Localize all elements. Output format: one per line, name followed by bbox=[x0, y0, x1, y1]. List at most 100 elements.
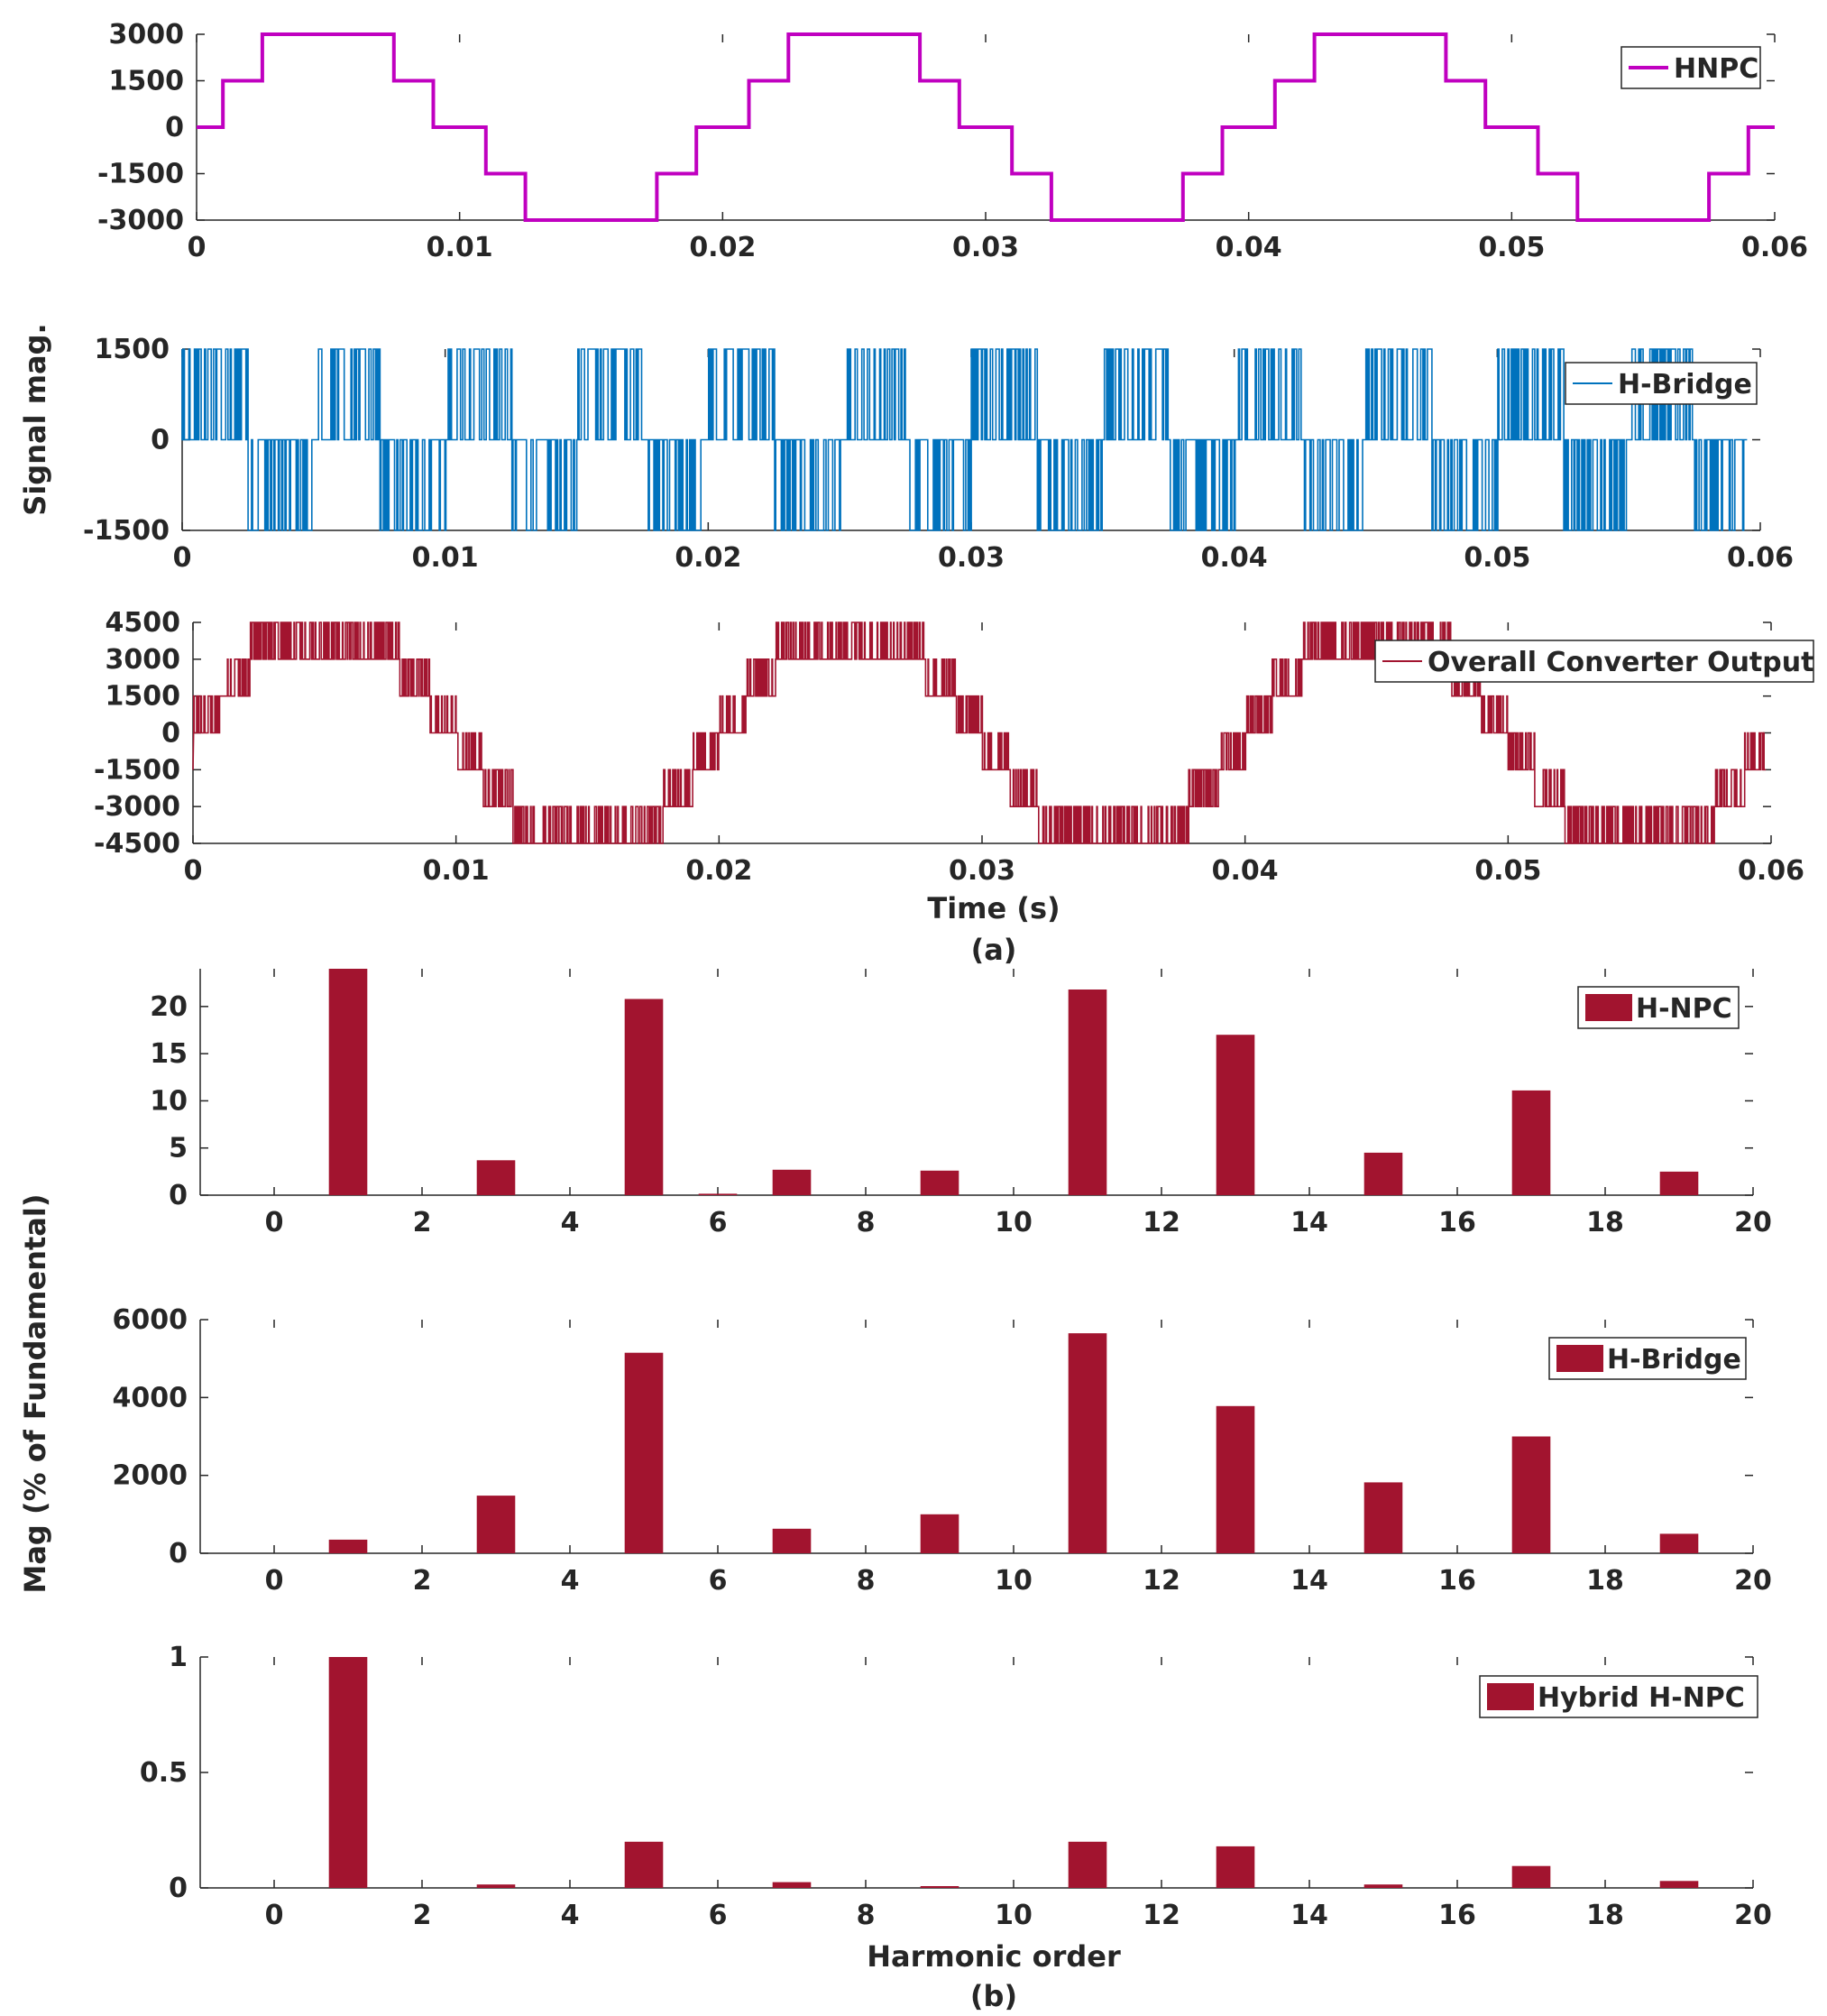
spec_hnpc-x-tick-label: 4 bbox=[561, 1207, 580, 1238]
spec_hbridge-y-tick-label: 6000 bbox=[113, 1304, 188, 1336]
hnpc-x-tick-label: 0.05 bbox=[1478, 232, 1545, 263]
spec_hybrid-x-tick-label: 16 bbox=[1438, 1900, 1476, 1931]
overall-y-tick-label: -4500 bbox=[94, 828, 180, 860]
spec_hnpc-x-tick-label: 14 bbox=[1290, 1207, 1328, 1238]
spec_hbridge-bar-17 bbox=[1511, 1436, 1551, 1553]
hbridge-x-tick-label: 0.01 bbox=[412, 542, 479, 574]
hbridge-x-tick-label: 0.04 bbox=[1201, 542, 1268, 574]
overall-x-tick-label: 0.01 bbox=[423, 855, 490, 887]
spec_hbridge-bar-19 bbox=[1659, 1533, 1699, 1553]
hnpc-x-tick-label: 0.02 bbox=[689, 232, 756, 263]
spec_hbridge-bar-1 bbox=[328, 1539, 368, 1553]
xlabel-harmonic-order: Harmonic order bbox=[867, 1939, 1121, 1974]
hbridge-y-tick-label: 0 bbox=[151, 425, 170, 456]
overall-legend-box bbox=[1374, 640, 1814, 683]
spec_hbridge-legend-swatch bbox=[1556, 1345, 1603, 1372]
overall-x-tick-label: 0.02 bbox=[685, 855, 752, 887]
spec_hnpc-bar-17 bbox=[1511, 1090, 1551, 1195]
spec_hybrid-x-tick-label: 18 bbox=[1586, 1900, 1624, 1931]
spec_hybrid-y-tick-label: 0 bbox=[169, 1873, 188, 1904]
spec_hnpc-bar-15 bbox=[1363, 1152, 1403, 1195]
hnpc-legend-label: HNPC bbox=[1674, 53, 1758, 85]
spec_hybrid-bar-19 bbox=[1659, 1881, 1699, 1888]
overall-y-tick-label: 4500 bbox=[106, 607, 181, 639]
spec_hnpc-x-tick-label: 2 bbox=[413, 1207, 432, 1238]
spec_hnpc-y-tick-label: 15 bbox=[150, 1038, 188, 1070]
hnpc-y-tick-label: 0 bbox=[165, 112, 184, 143]
hbridge-x-tick-label: 0.03 bbox=[938, 542, 1005, 574]
plots: 0 0.01 0.02 0.03 0.04 0.05 0.06300015000-1500-… bbox=[83, 19, 1814, 1931]
overall-x-tick-label: 0.04 bbox=[1212, 855, 1279, 887]
overall-panel: 0 0.01 0.02 0.03 0.04 0.05 0.06 4500 3000 1500 0 -1… bbox=[94, 607, 1814, 887]
xlabel-time: Time (s) bbox=[927, 891, 1060, 925]
spec_hybrid-x-tick-label: 14 bbox=[1290, 1900, 1328, 1931]
overall-y-tick-label: 0 bbox=[161, 718, 180, 750]
hbridge-legend-label: H-Bridge bbox=[1618, 369, 1752, 400]
spec_hnpc-bar-19 bbox=[1659, 1171, 1699, 1195]
caption-a: (a) bbox=[971, 933, 1017, 967]
overall-series-line bbox=[192, 621, 1767, 844]
hbridge-series-line bbox=[181, 348, 1748, 531]
spec_hybrid-legend-swatch bbox=[1487, 1683, 1534, 1710]
spec_hnpc-bar-3 bbox=[476, 1160, 516, 1195]
spec_hybrid-x-tick-label: 8 bbox=[857, 1900, 876, 1931]
spec_hbridge-bar-13 bbox=[1216, 1405, 1255, 1553]
spec_hnpc-y-tick-label: 0 bbox=[169, 1180, 188, 1211]
spec_hbridge-x-tick-label: 12 bbox=[1143, 1565, 1180, 1597]
hbridge-x-tick-label: 0 bbox=[173, 542, 192, 574]
overall-y-tick-label: 3000 bbox=[106, 644, 181, 676]
spec_hnpc-y-tick-label: 10 bbox=[150, 1085, 188, 1117]
hnpc-y-tick-label: 1500 bbox=[109, 66, 185, 97]
spec_hybrid-legend-label: Hybrid H-NPC bbox=[1538, 1682, 1745, 1714]
spec_hybrid-bar-11 bbox=[1068, 1841, 1107, 1888]
spec_hnpc-x-tick-label: 16 bbox=[1438, 1207, 1476, 1238]
spec_hnpc-x-tick-label: 0 bbox=[265, 1207, 284, 1238]
spec_hybrid-bar-1 bbox=[328, 1657, 368, 1888]
caption-b: (b) bbox=[970, 1979, 1017, 2013]
spec_hnpc-bar-9 bbox=[920, 1170, 959, 1195]
spec_hbridge-x-tick-label: 10 bbox=[995, 1565, 1033, 1597]
spec_hnpc-bar-13 bbox=[1216, 1035, 1255, 1195]
spec_hbridge-x-tick-label: 18 bbox=[1586, 1565, 1624, 1597]
overall-y-tick-label: -1500 bbox=[94, 754, 180, 786]
hnpc-panel: 0 0.01 0.02 0.03 0.04 0.05 0.06 3000 1500 0 -1500 -… bbox=[97, 19, 1808, 263]
overall-x-tick-label: 0.06 bbox=[1738, 855, 1804, 887]
hbridge-y-tick-label: -1500 bbox=[83, 515, 170, 547]
hnpc-x-tick-label: 0.06 bbox=[1741, 232, 1808, 263]
spec_hybrid-panel: 0 2 4 6 8 10 12 14 16 18 20 0 0.5 1 Hybrid H-NPC bbox=[140, 1642, 1772, 1931]
spec_hnpc-bar-1 bbox=[328, 969, 368, 1195]
spec_hnpc-x-tick-label: 6 bbox=[709, 1207, 728, 1238]
spec_hnpc-y-tick-label: 20 bbox=[150, 991, 188, 1023]
overall-x-tick-label: 0.05 bbox=[1474, 855, 1541, 887]
spec_hbridge-y-tick-label: 2000 bbox=[113, 1460, 188, 1492]
overall-y-tick-label: -3000 bbox=[94, 791, 180, 823]
spec_hybrid-bar-15 bbox=[1363, 1884, 1403, 1888]
spec_hbridge-bar-11 bbox=[1068, 1333, 1107, 1553]
spec_hbridge-x-tick-label: 14 bbox=[1290, 1565, 1328, 1597]
hnpc-y-tick-label: 3000 bbox=[109, 19, 185, 51]
spec_hbridge-x-tick-label: 0 bbox=[265, 1565, 284, 1597]
overall-y-tick-label: 1500 bbox=[106, 681, 181, 713]
spec_hybrid-bar-13 bbox=[1216, 1846, 1255, 1888]
spec_hnpc-bar-11 bbox=[1068, 990, 1107, 1195]
overall-x-tick-label: 0 bbox=[184, 855, 203, 887]
spec_hbridge-x-tick-label: 20 bbox=[1734, 1565, 1772, 1597]
ylabel-signal-mag: Signal mag. bbox=[18, 323, 52, 515]
spec_hybrid-x-tick-label: 12 bbox=[1143, 1900, 1180, 1931]
spec_hybrid-bar-17 bbox=[1511, 1865, 1551, 1888]
spec_hnpc-x-tick-label: 20 bbox=[1734, 1207, 1772, 1238]
spec_hbridge-x-tick-label: 4 bbox=[561, 1565, 580, 1597]
spec_hybrid-x-tick-label: 4 bbox=[561, 1900, 580, 1931]
spec_hybrid-bar-3 bbox=[476, 1884, 516, 1888]
spec_hnpc-x-tick-label: 10 bbox=[995, 1207, 1033, 1238]
hbridge-y-tick-label: 1500 bbox=[95, 334, 170, 365]
spec_hybrid-x-tick-label: 10 bbox=[995, 1900, 1033, 1931]
spec_hnpc-bar-5 bbox=[624, 999, 664, 1195]
spec_hybrid-bar-5 bbox=[624, 1841, 664, 1888]
spec_hybrid-x-tick-label: 2 bbox=[413, 1900, 432, 1931]
hbridge-x-tick-label: 0.06 bbox=[1727, 542, 1794, 574]
spec_hbridge-bar-5 bbox=[624, 1352, 664, 1553]
hbridge-x-tick-label: 0.05 bbox=[1464, 542, 1530, 574]
spec_hbridge-y-tick-label: 4000 bbox=[113, 1382, 188, 1413]
spec_hbridge-y-tick-label: 0 bbox=[169, 1538, 188, 1570]
